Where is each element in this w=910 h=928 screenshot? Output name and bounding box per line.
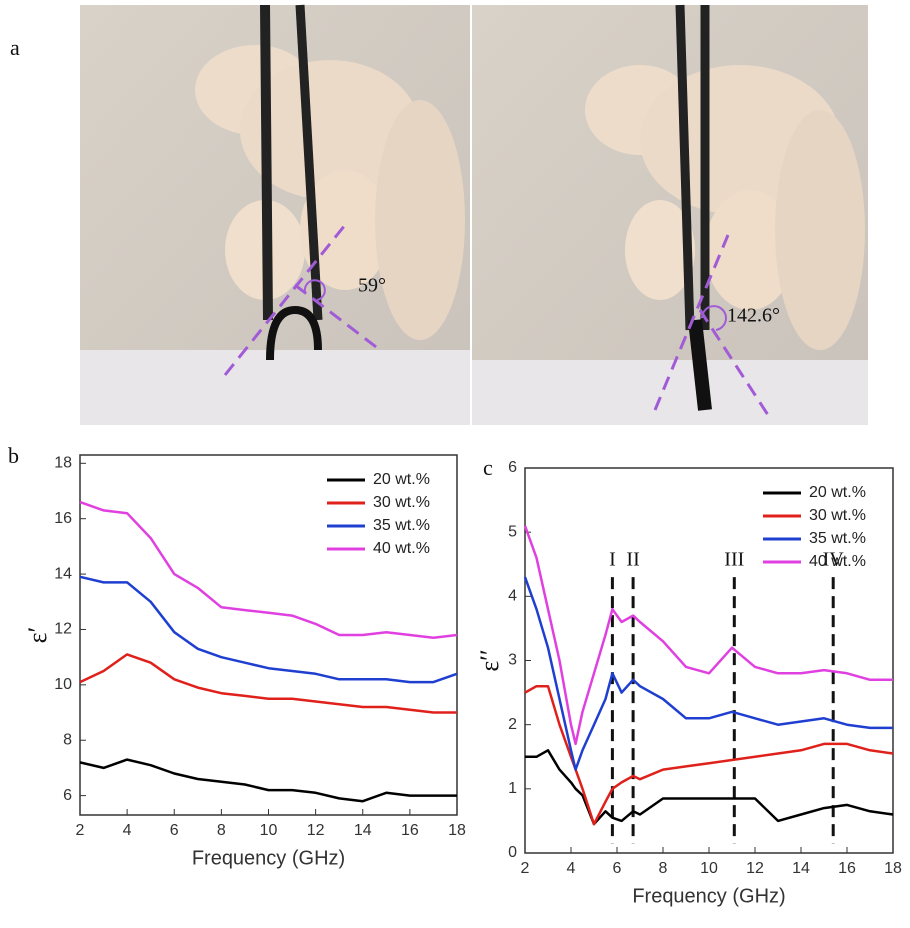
series-line: [523, 525, 893, 746]
annotation-label: II: [626, 549, 639, 571]
x-tick-label: 4: [567, 860, 576, 877]
x-tick-label: 12: [307, 822, 325, 839]
x-tick-label: 2: [521, 860, 530, 877]
y-tick-label: 3: [508, 652, 517, 669]
x-tick-label: 14: [792, 860, 810, 877]
x-tick-label: 18: [448, 822, 466, 839]
y-tick-label: 1: [508, 780, 517, 797]
y-axis-label: ε′: [23, 627, 52, 644]
photo-right: 142.6°: [472, 4, 868, 425]
plot-frame: [524, 467, 894, 854]
x-tick-label: 10: [700, 860, 718, 877]
panel-label: b: [8, 443, 19, 468]
panel-label: a: [10, 35, 20, 60]
series-line: [79, 500, 458, 640]
legend-label: 40 wt.%: [373, 540, 430, 557]
angle-label: 59°: [358, 275, 386, 297]
y-tick-label: 6: [63, 787, 72, 804]
angle-label: 142.6°: [727, 305, 780, 327]
series-line: [79, 653, 457, 714]
series-line: [525, 749, 894, 826]
y-tick-label: 0: [508, 844, 517, 861]
legend-label: 20 wt.%: [373, 471, 430, 488]
x-tick-label: 4: [123, 822, 132, 839]
panel-label: c: [483, 455, 493, 480]
x-tick-label: 8: [217, 822, 226, 839]
x-tick-label: 16: [401, 822, 419, 839]
y-tick-label: 5: [508, 523, 517, 540]
x-tick-label: 16: [838, 860, 856, 877]
x-tick-label: 6: [170, 822, 179, 839]
series-line: [523, 576, 893, 771]
y-axis-label: ε′′: [475, 649, 504, 671]
legend-label: 35 wt.%: [373, 517, 430, 534]
annotation-label: III: [724, 549, 744, 571]
y-tick-label: 8: [63, 731, 72, 748]
annotation-label: I: [609, 549, 616, 571]
annotation-label: IV: [823, 549, 845, 571]
legend-label: 20 wt.%: [809, 484, 866, 501]
series-line: [524, 684, 894, 826]
photo-left: 59°: [80, 4, 470, 425]
y-tick-label: 16: [54, 510, 72, 527]
x-tick-label: 10: [260, 822, 278, 839]
legend-label: 30 wt.%: [809, 507, 866, 524]
y-tick-label: 2: [508, 716, 517, 733]
x-tick-label: 18: [884, 860, 902, 877]
y-tick-label: 12: [54, 621, 72, 638]
y-tick-label: 4: [508, 588, 517, 605]
legend-label: 35 wt.%: [809, 530, 866, 547]
y-tick-label: 18: [54, 455, 72, 472]
x-tick-label: 8: [659, 860, 668, 877]
y-tick-label: 10: [54, 676, 72, 693]
x-tick-label: 6: [613, 860, 622, 877]
y-tick-label: 6: [508, 459, 517, 476]
legend-label: 40 wt.%: [809, 553, 866, 570]
legend-label: 30 wt.%: [373, 494, 430, 511]
x-tick-label: 14: [354, 822, 372, 839]
y-tick-label: 14: [54, 565, 72, 582]
x-tick-label: 12: [746, 860, 764, 877]
x-axis-label: Frequency (GHz): [632, 885, 785, 907]
x-tick-label: 2: [76, 822, 85, 839]
series-line: [79, 575, 458, 684]
x-axis-label: Frequency (GHz): [192, 847, 345, 869]
series-line: [79, 758, 457, 803]
